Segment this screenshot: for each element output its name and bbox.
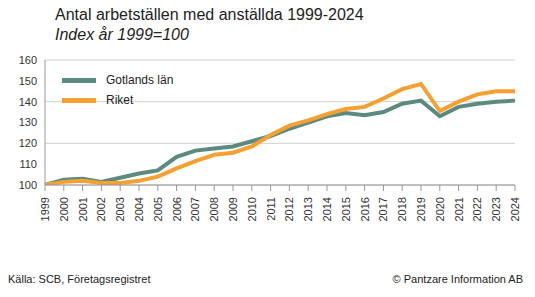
svg-text:2008: 2008 [208,197,220,221]
svg-text:2002: 2002 [95,197,107,221]
svg-text:110: 110 [19,158,37,170]
html-text:Antal arbetställen med anställ: Antal arbetställen med anställda 1999-20… [55,6,364,23]
html-text:Index år 1999=100: Index år 1999=100 [55,26,189,43]
svg-text:150: 150 [19,75,37,87]
svg-text:2009: 2009 [227,197,239,221]
svg-text:2003: 2003 [114,197,126,221]
html-text:Gotlands län: Gotlands län [106,73,174,87]
svg-text:2020: 2020 [434,197,446,221]
svg-text:2005: 2005 [152,197,164,221]
svg-text:100: 100 [19,179,37,191]
svg-text:130: 130 [19,116,37,128]
svg-text:2023: 2023 [490,197,502,221]
svg-text:1999: 1999 [39,197,51,221]
html-text:Riket: Riket [106,93,134,107]
svg-text:2014: 2014 [321,197,333,221]
svg-text:2000: 2000 [58,197,70,221]
svg-text:2004: 2004 [133,197,145,221]
svg-text:2016: 2016 [359,197,371,221]
svg-text:2012: 2012 [283,197,295,221]
svg-text:2010: 2010 [246,197,258,221]
svg-text:2015: 2015 [340,197,352,221]
svg-text:2017: 2017 [377,197,389,221]
svg-text:2011: 2011 [265,197,277,221]
svg-text:2019: 2019 [415,197,427,221]
svg-text:2018: 2018 [396,197,408,221]
html-text:© Pantzare Information AB: © Pantzare Information AB [392,273,523,285]
svg-text:160: 160 [19,54,37,66]
svg-text:2001: 2001 [77,197,89,221]
svg-text:140: 140 [19,96,37,108]
svg-text:2021: 2021 [453,197,465,221]
svg-text:2024: 2024 [509,197,521,221]
svg-text:2006: 2006 [171,197,183,221]
svg-text:120: 120 [19,137,37,149]
html-text:Källa: SCB, Företagsregistret: Källa: SCB, Företagsregistret [8,273,151,285]
svg-text:2013: 2013 [302,197,314,221]
svg-text:2007: 2007 [189,197,201,221]
svg-text:2022: 2022 [471,197,483,221]
